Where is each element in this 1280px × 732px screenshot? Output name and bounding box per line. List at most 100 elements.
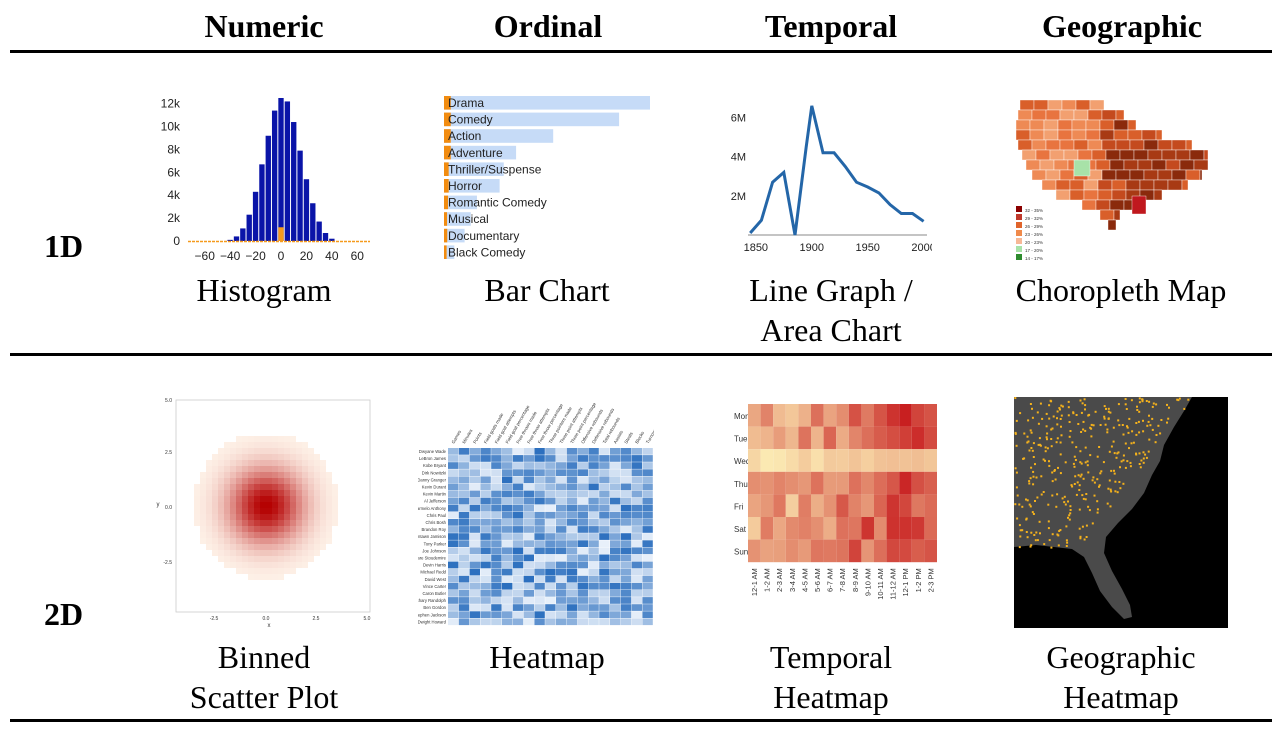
heatmap-cell <box>631 540 642 547</box>
binned-cell <box>248 508 254 514</box>
geo-heatmap-point <box>1071 485 1074 488</box>
binned-cell <box>284 466 290 472</box>
heatmap-cell <box>458 519 470 526</box>
heatmap-cell <box>620 526 632 533</box>
temporal-heatmap-cell <box>811 471 824 495</box>
bar-label: Action <box>448 129 481 143</box>
geo-heatmap-point <box>1059 529 1062 531</box>
geo-heatmap-point <box>1069 512 1072 515</box>
heatmap-cell <box>631 469 642 476</box>
geo-heatmap-point <box>1038 437 1041 440</box>
temporal-heatmap-cell <box>785 494 799 517</box>
heatmap-cell <box>642 490 653 498</box>
geo-heatmap-point <box>1183 407 1186 410</box>
binned-cell <box>236 442 242 448</box>
heatmap-cell <box>599 497 610 505</box>
geo-heatmap-point <box>1041 417 1044 420</box>
binned-cell <box>284 454 290 460</box>
heatmap-cell <box>512 611 524 618</box>
binned-cell <box>278 496 284 502</box>
heatmap-cell <box>534 618 545 626</box>
binned-scatter-plot: 5.02.50.0-2.5-2.5 0.0 2.5 5.0 x y <box>157 398 371 629</box>
heatmap-cell <box>458 483 470 491</box>
geo-heatmap-point <box>1042 491 1045 493</box>
histogram-bar <box>322 232 329 241</box>
heatmap-cell <box>491 561 502 569</box>
geo-heatmap-point <box>1057 466 1059 469</box>
binned-cell <box>326 472 332 478</box>
temporal-heatmap-cell <box>811 517 824 540</box>
binned-cell <box>230 502 236 508</box>
caption-geo-1: Geographic <box>1046 639 1196 675</box>
geo-heatmap-point <box>1035 531 1038 534</box>
choropleth-state <box>1105 149 1121 161</box>
geo-heatmap-point <box>1122 482 1125 485</box>
caption-temporal-2: Heatmap <box>773 679 889 715</box>
binned-cell <box>230 442 236 448</box>
geo-heatmap-point <box>1028 480 1031 483</box>
heatmap-cell <box>534 490 545 498</box>
binned-cell <box>224 550 230 556</box>
histogram-y-tick: 10k <box>161 120 181 134</box>
temporal-heatmap-cell <box>823 404 837 427</box>
geo-heatmap-point <box>1019 412 1022 415</box>
geo-heatmap-point <box>1032 456 1035 458</box>
geo-heatmap-point <box>1081 402 1084 405</box>
geo-heatmap-point <box>1117 451 1120 454</box>
binned-cell <box>206 496 212 502</box>
temporal-heatmap-cell <box>823 471 837 495</box>
caption-line-graph-2: Area Chart <box>760 312 902 348</box>
heatmap-cell <box>480 561 491 569</box>
histogram-bar <box>259 164 265 241</box>
temporal-heatmap-cell <box>899 539 912 563</box>
binned-cell <box>254 568 260 574</box>
heatmap-cell <box>566 519 578 526</box>
geo-heatmap-point <box>1077 423 1080 425</box>
binned-cell <box>206 508 212 514</box>
binned-cell <box>206 490 212 496</box>
binned-cell <box>230 544 236 550</box>
geo-heatmap-point <box>1022 457 1025 460</box>
heatmap-cell <box>577 568 588 576</box>
binned-cell <box>206 502 212 508</box>
binned-cell <box>260 484 266 490</box>
geo-heatmap-point <box>1067 406 1070 409</box>
binned-cell <box>284 490 290 496</box>
heatmap-cell <box>523 597 534 604</box>
heatmap-cell <box>448 597 459 604</box>
binned-cell <box>296 448 302 454</box>
bar-accent <box>444 162 449 176</box>
heatmap-cell <box>512 590 524 597</box>
heatmap-cell <box>491 497 502 505</box>
geo-heatmap-point <box>1108 479 1111 482</box>
heatmap-cell <box>588 504 599 512</box>
geo-heatmap-point <box>1099 472 1102 475</box>
heatmap-cell <box>642 511 653 519</box>
binned-cell <box>224 544 230 550</box>
heatmap-cell <box>502 483 513 491</box>
heatmap-cell <box>545 618 556 626</box>
heatmap-cell <box>577 462 588 469</box>
choropleth-state <box>1119 149 1135 161</box>
binned-cell <box>266 568 272 574</box>
temporal-heatmap-cell <box>748 404 761 427</box>
heatmap-cell <box>469 469 480 476</box>
binned-cell <box>272 460 278 466</box>
temporal-heatmap-cell <box>811 404 824 427</box>
heatmap-cell <box>448 575 459 583</box>
heatmap-row-label: Dirk Nowitzki <box>422 470 446 475</box>
geo-heatmap-point <box>1075 493 1078 496</box>
binned-cell <box>248 478 254 484</box>
binned-cell <box>260 526 266 532</box>
binned-cell <box>248 460 254 466</box>
heatmap-cell <box>620 554 632 562</box>
heatmap-cell <box>448 547 459 555</box>
binned-cell <box>254 562 260 568</box>
binned-cell <box>290 556 296 562</box>
geo-heatmap-point <box>1082 497 1085 500</box>
choropleth-state <box>1015 119 1031 131</box>
choropleth-state <box>1089 99 1105 111</box>
geo-heatmap-point <box>1168 406 1170 409</box>
heatmap-cell <box>577 504 588 512</box>
choropleth-state <box>1199 169 1203 181</box>
